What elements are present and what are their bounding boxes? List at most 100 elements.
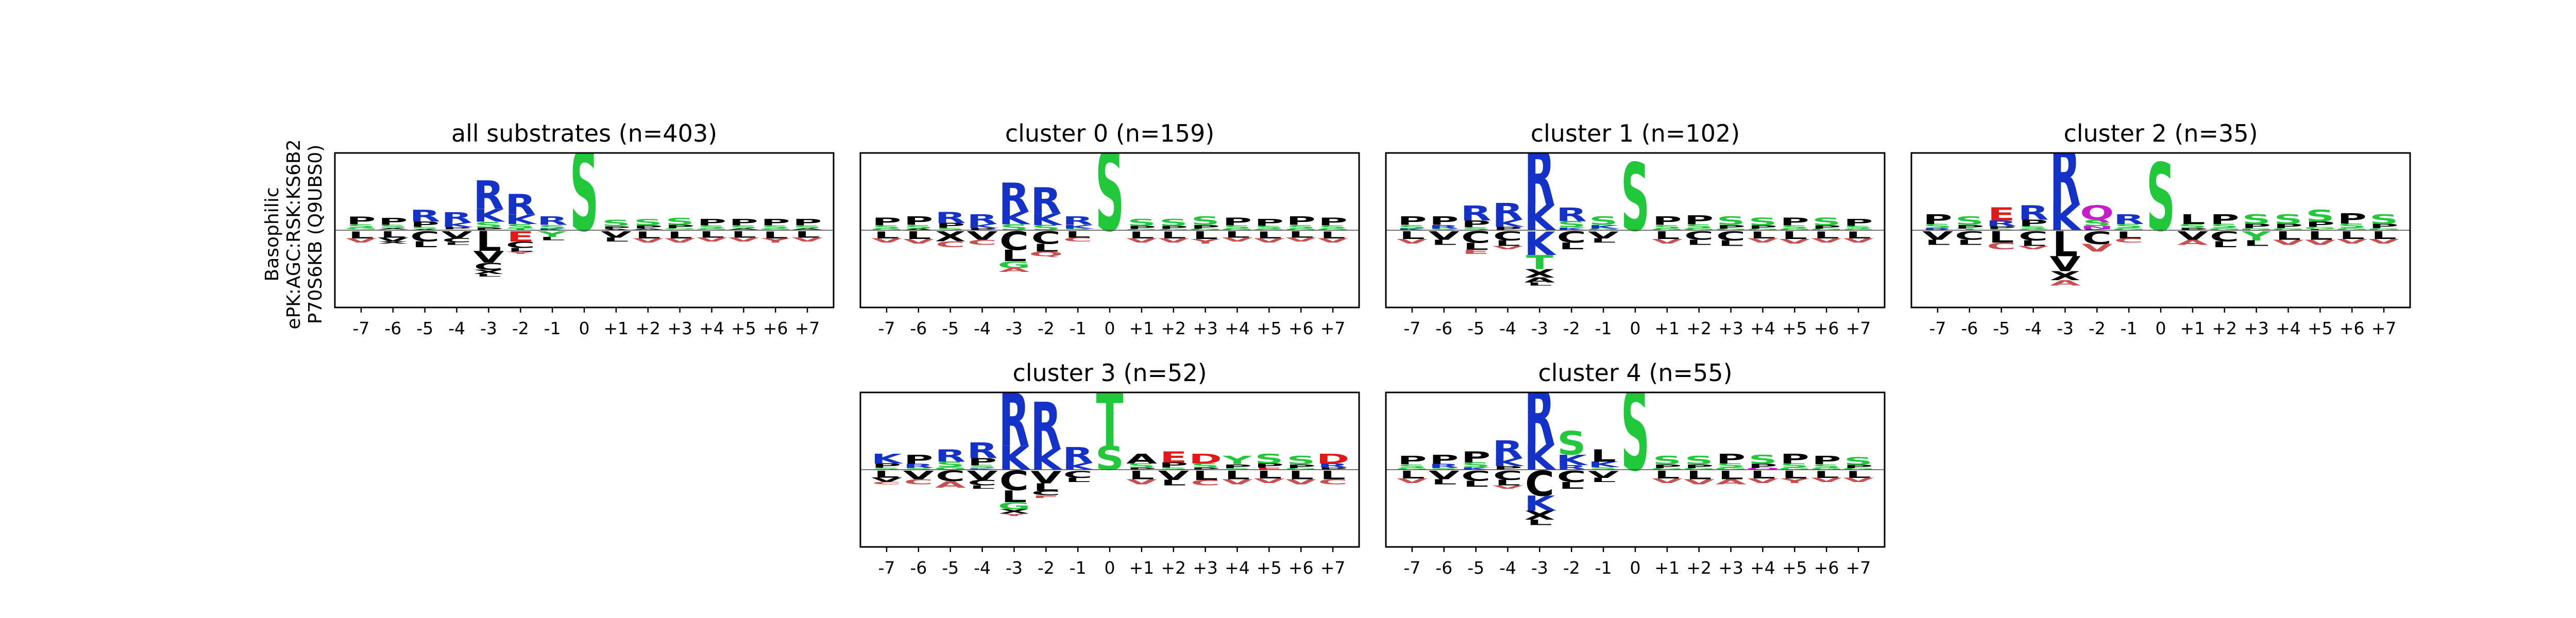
logo-letter-below: L [874,230,899,241]
logo-letter-above: S [872,225,901,230]
logo-letter-below: A [1716,478,1747,486]
logo-letter-above: P [1684,213,1714,228]
logo-letter-below: V [1492,245,1523,250]
logo-letter-above: S [1780,462,1809,469]
logo-letter-above: S [666,216,694,228]
logo-letter-above: K [967,468,999,470]
logo-letter-above: P [1286,215,1316,228]
logo-letter-below: L [731,230,756,240]
logo-letter-below: V [2177,229,2208,243]
logo-letter-above: S [1749,216,1777,228]
logo-letter-above: R [1556,204,1587,226]
logo-letter-above: P [1844,217,1873,228]
logo-letter-above: S [968,465,997,470]
logo-letter-above: S [1063,228,1092,231]
logo-letter-above: S [602,218,631,228]
logo-letter-below: V [1397,477,1428,485]
x-tick-label: 0 [1630,318,1641,338]
logo-letter-above: R [1062,443,1093,468]
logo-letter-above: R [442,209,472,226]
x-tick-label: +1 [1129,318,1155,338]
logo-letter-above: R [410,207,440,225]
logo-letter-above: R [967,212,998,227]
x-tick-label: +4 [1225,318,1250,338]
logo-letter-above: K [998,439,1031,477]
logo-letter-above: P [1812,454,1841,467]
logo-letter-above: P [1923,212,1953,227]
logo-letter-above: S [2242,212,2271,227]
logo-letter-above: P [872,216,902,228]
logo-letter-above: S [1717,462,1745,469]
logo-letter-below: V [2304,238,2335,247]
logo-letter-above: P [761,217,790,228]
logo-letter-above: G [1396,468,1429,470]
logo-letter-above: S [1127,462,1156,469]
logo-letter-below: L [1654,469,1680,481]
x-tick-label: -2 [1563,558,1580,578]
logo-letter-below: L [1193,229,1218,242]
ylabel-line-2: ePK:AGC:RSK:KS6B2 [283,139,304,329]
logo-letter-below: V [1779,238,1810,246]
logo-letter-above: S [1462,227,1490,231]
logo-letter-below: V [633,237,664,244]
x-tick-label: +5 [1257,318,1282,338]
x-tick-label: -7 [1403,318,1420,338]
logo-letter-above: R [473,173,504,218]
logo-letter-below: L [1495,478,1520,487]
logo-letter-above: G [2303,226,2336,230]
logo-letter-below: G [998,501,1031,512]
logo-letter-above: S [761,225,790,229]
logo-letter-above: K [473,205,505,226]
logo-letter-above: G [2335,228,2368,231]
logo-letter-above: S [1685,454,1714,467]
logo-letter-above: P [633,225,663,229]
logo-letter-below: L [2371,229,2396,242]
logo-letter-above: R [999,378,1030,463]
x-tick-label: +4 [1750,558,1775,578]
x-tick-label: +2 [635,318,660,338]
logo-letter-above: N [2080,225,2114,230]
x-tick-label: +1 [2180,318,2206,338]
x-tick-label: -1 [1595,558,1612,578]
logo-letter-above: P [936,222,965,230]
logo-letter-below: V [1126,478,1157,486]
logo-letter-below: V [2081,242,2112,254]
logo-letter-below: V [1811,237,1842,244]
logo-letter-below: Y [2241,229,2272,244]
x-tick-label: -2 [1563,318,1580,338]
logo-letter-below: V [696,237,727,243]
logo-letter-below: L [1463,479,1488,488]
logo-letter-below: V [473,248,504,267]
logo-letter-below: L [1463,241,1488,252]
ylabel-line-3: P70S6KB (Q9UBS0) [305,145,326,324]
logo-letter-below: V [728,237,759,243]
logo-letter-above: G [1651,228,1684,231]
logo-letter-below: X [473,269,504,276]
x-tick-label: +5 [2308,318,2333,338]
logo-letter-below: V [1253,237,1284,244]
logo-letter-above: G [870,228,903,231]
logo-letter-above: R [935,209,966,227]
panel-title: cluster 2 (n=35) [2063,119,2258,147]
logo-letter-below: L [348,230,374,241]
logo-letter-below: C [936,468,965,485]
logo-letter-above: R [1493,199,1523,225]
logo-letter-above: P [904,215,933,228]
logo-letter-above: P [2242,223,2271,230]
logo-letter-above: P [1461,219,1490,230]
x-tick-label: +7 [795,318,820,338]
x-tick-label: -3 [1531,558,1548,578]
logo-letter-below: L [1925,238,1950,247]
logo-letter-below: V [1811,477,1842,484]
logo-letter-above: G [1842,468,1875,470]
logo-letter-below: V [1843,237,1874,244]
logo-letter-below: L [762,230,788,241]
logo-letter-above: G [2240,228,2273,231]
logo-letter-above: P [1955,224,1984,230]
x-tick-label: +5 [1257,558,1282,578]
logo-letter-above: S [904,224,933,230]
logo-letter-below: L [476,273,501,278]
logo-letter-below: L [2021,239,2046,248]
ylabel-line-1: Basophilic [262,187,283,281]
